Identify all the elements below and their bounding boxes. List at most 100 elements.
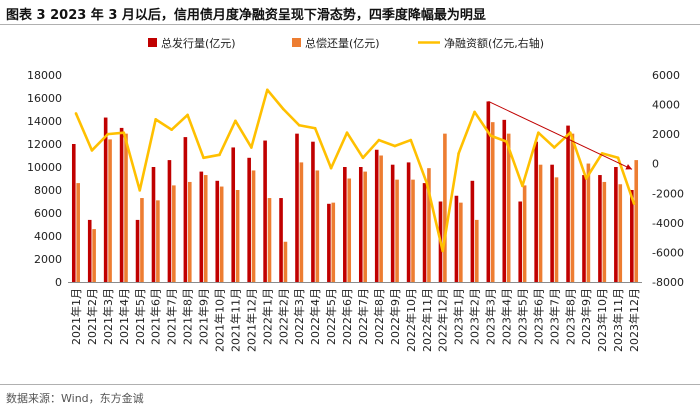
net-point xyxy=(616,156,620,160)
bar-line-chart: 总发行量(亿元) 总偿还量(亿元) 净融资额(亿元,右轴) 0 2000 4000 600… xyxy=(27,36,684,352)
x-tick-label: 2021年2月 xyxy=(85,288,99,345)
x-tick-label: 2021年1月 xyxy=(69,288,83,345)
x-tick-label: 2021年9月 xyxy=(197,288,211,345)
bar-repay xyxy=(602,181,607,282)
bar-issue xyxy=(71,144,76,282)
bar-issue xyxy=(534,141,538,282)
left-tick-label: 12000 xyxy=(27,138,62,151)
x-tick-label: 2023年9月 xyxy=(579,288,593,345)
x-axis: 2021年1月 2021年2月 2021年3月 2021年4月 2021年5月 2021年… xyxy=(68,282,642,352)
bar-repay xyxy=(172,185,176,282)
bar-repay xyxy=(570,133,575,282)
x-tick-label: 2023年11月 xyxy=(611,288,625,352)
net-point xyxy=(600,152,604,155)
net-point xyxy=(218,153,221,157)
x-tick-label: 2022年3月 xyxy=(292,288,306,345)
x-tick-label: 2022年10月 xyxy=(404,288,418,352)
x-tick-label: 2022年8月 xyxy=(372,288,386,345)
bar-issue xyxy=(454,195,459,282)
x-tick-label: 2022年6月 xyxy=(340,288,354,345)
bar-repay xyxy=(427,168,431,282)
net-point xyxy=(154,118,157,121)
right-tick-label: 4000 xyxy=(652,99,680,112)
left-tick-label: 16000 xyxy=(27,92,62,105)
bar-issue xyxy=(87,219,92,282)
bar-repay xyxy=(586,163,591,282)
bar-issue xyxy=(614,167,618,282)
bar-repay xyxy=(490,122,495,283)
x-tick-label: 2021年8月 xyxy=(181,288,195,345)
bar-issue xyxy=(598,175,602,282)
bar-repay xyxy=(411,179,415,282)
bar-repay xyxy=(299,162,304,282)
bar-repay xyxy=(219,186,224,282)
right-y-axis: -8000 -6000 -4000 -2000 0 2000 4000 6000 xyxy=(652,69,684,289)
net-point xyxy=(329,166,333,170)
bar-repay xyxy=(538,164,543,282)
net-point xyxy=(313,126,317,130)
net-point xyxy=(553,146,556,149)
net-point xyxy=(361,156,365,160)
x-tick-label: 2022年7月 xyxy=(356,288,370,345)
net-point xyxy=(281,107,285,111)
net-point xyxy=(202,156,205,160)
net-point xyxy=(537,131,540,134)
bar-issue xyxy=(327,203,331,282)
bar-repay xyxy=(92,229,96,282)
net-point xyxy=(138,189,142,192)
x-tick-label: 2021年3月 xyxy=(101,288,115,345)
bar-repay xyxy=(76,183,80,282)
x-tick-label: 2021年12月 xyxy=(244,288,258,352)
data-source: 数据来源：Wind，东方金诚 xyxy=(6,392,144,405)
bar-issue xyxy=(518,201,523,282)
net-financing-line xyxy=(74,88,636,253)
left-y-axis: 0 2000 4000 6000 8000 10000 12000 14000 16000 180… xyxy=(27,69,62,289)
net-point xyxy=(473,110,476,114)
right-tick-label: -4000 xyxy=(652,217,684,230)
left-tick-label: 18000 xyxy=(27,69,62,82)
bar-issue xyxy=(470,180,475,282)
x-tick-label: 2022年4月 xyxy=(308,288,322,345)
right-tick-label: -2000 xyxy=(652,187,684,200)
net-point xyxy=(568,131,572,134)
bar-issue xyxy=(119,127,124,283)
bar-repay xyxy=(522,185,527,282)
left-tick-label: 8000 xyxy=(34,184,62,197)
bar-issue xyxy=(103,117,108,282)
right-tick-label: 0 xyxy=(652,158,659,171)
legend-swatch-0 xyxy=(148,38,157,47)
bar-repay xyxy=(474,219,479,282)
net-point xyxy=(521,184,524,188)
net-point xyxy=(74,112,78,115)
net-point xyxy=(441,249,444,253)
left-tick-label: 4000 xyxy=(34,230,62,243)
net-point xyxy=(106,132,110,136)
right-tick-label: -6000 xyxy=(652,246,684,259)
bar-repay xyxy=(443,133,447,282)
bar-repay xyxy=(395,179,399,282)
x-tick-label: 2023年12月 xyxy=(627,288,641,352)
footer-divider xyxy=(0,384,700,385)
bar-issue xyxy=(215,180,220,282)
bar-issue xyxy=(582,175,586,282)
net-point xyxy=(377,138,381,142)
right-tick-label: -8000 xyxy=(652,276,684,289)
x-tick-label: 2023年10月 xyxy=(595,288,609,352)
x-tick-label: 2022年9月 xyxy=(388,288,402,345)
bar-series xyxy=(71,101,639,283)
title-divider xyxy=(0,24,700,25)
left-tick-label: 14000 xyxy=(27,115,62,128)
net-point xyxy=(250,146,253,149)
trend-arrow xyxy=(488,100,633,170)
bar-issue xyxy=(199,171,204,282)
bar-issue xyxy=(295,133,299,282)
net-point xyxy=(584,177,588,180)
bar-issue xyxy=(263,140,267,282)
bar-repay xyxy=(203,175,208,282)
legend: 总发行量(亿元) 总偿还量(亿元) 净融资额(亿元,右轴) xyxy=(148,36,544,50)
x-tick-label: 2023年2月 xyxy=(468,288,482,345)
bar-issue xyxy=(422,183,427,282)
bar-repay xyxy=(108,139,112,282)
x-tick-label: 2022年2月 xyxy=(276,288,290,345)
bar-repay xyxy=(634,160,639,282)
